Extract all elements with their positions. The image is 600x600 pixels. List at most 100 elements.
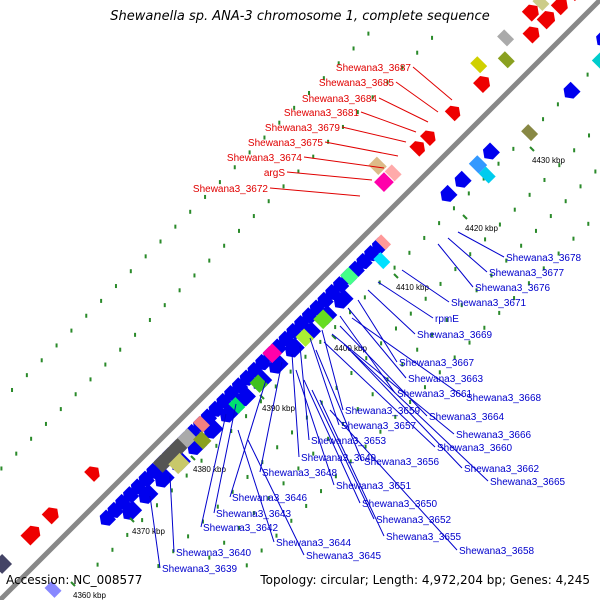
gc-dot (85, 313, 88, 318)
gene-label: Shewana3_3651 (336, 481, 412, 492)
scale-tick-label: 4370 kbp (132, 527, 165, 536)
gene-label: Shewana3_3658 (459, 546, 535, 557)
gc-dot (215, 443, 218, 448)
gc-dot (380, 341, 383, 346)
gc-dot (350, 371, 353, 376)
gc-dot (587, 221, 590, 226)
gc-dot (349, 459, 352, 464)
label-leader (229, 379, 267, 498)
gc-dot (155, 503, 158, 508)
gc-dot (409, 400, 412, 405)
gc-dot (445, 317, 448, 322)
scale-tick-label: 4380 kbp (193, 465, 226, 474)
scale-tick-label: 4420 kbp (465, 224, 498, 233)
scale-tick (190, 455, 196, 461)
gene-feature (482, 142, 500, 160)
gene-feature (375, 234, 392, 250)
gc-dot (218, 180, 221, 185)
gene-feature (371, 237, 389, 254)
gc-dot (59, 407, 62, 412)
gene-label: Shewana3_3657 (341, 421, 417, 432)
gc-dot (144, 254, 147, 259)
gene-feature (373, 252, 391, 270)
scale-tick (462, 214, 468, 220)
label-leader (367, 289, 416, 335)
gene-label: Shewana3_3644 (276, 538, 352, 549)
gc-dot (189, 209, 192, 214)
gc-dot (327, 139, 330, 144)
gc-dot (439, 281, 442, 286)
gc-dot (467, 191, 470, 196)
label-leaders (149, 66, 505, 569)
gc-dot (245, 414, 248, 419)
label-leader (303, 379, 361, 504)
gc-dot (259, 399, 262, 404)
gene-label: Shewana3_3678 (506, 253, 582, 264)
gene-label: Shewana3_3639 (162, 564, 238, 575)
gene-feature (522, 26, 540, 44)
gene-label: Shewana3_3684 (302, 94, 378, 105)
label-leader (331, 333, 455, 435)
gc-dot (312, 451, 315, 456)
gc-dot (520, 243, 523, 248)
gc-dot (129, 269, 132, 274)
gc-dot (363, 295, 366, 300)
label-leader (319, 399, 385, 537)
gc-dot (512, 146, 515, 151)
gc-dot (304, 354, 307, 359)
gene-label: Shewana3_3674 (227, 153, 303, 164)
gene-feature (550, 0, 568, 16)
gc-dot (352, 46, 355, 51)
gc-dot (356, 110, 359, 115)
gc-dot (308, 91, 311, 96)
gene-feature (99, 509, 116, 526)
gene-label: Shewana3_3660 (437, 443, 513, 454)
gc-dot (349, 310, 352, 315)
gc-dot (482, 176, 485, 181)
label-leader (200, 413, 227, 528)
gc-dot (40, 358, 43, 363)
scale-tick-label: 4360 kbp (73, 591, 106, 600)
gc-dot (96, 562, 99, 567)
gc-dot (431, 332, 434, 337)
gene-feature (591, 52, 600, 69)
gc-dot (527, 281, 530, 286)
gene-feature (262, 343, 283, 364)
gc-dot (371, 392, 374, 397)
gc-dot (208, 555, 211, 560)
label-leader (237, 429, 275, 543)
gc-dot (275, 533, 278, 538)
gc-dot (274, 384, 277, 389)
gene-label: Shewana3_3648 (262, 468, 338, 479)
gc-dot (497, 161, 500, 166)
label-leader (169, 475, 175, 553)
gene-label: Shewana3_3675 (248, 138, 324, 149)
gc-dot (475, 288, 478, 293)
gc-dot (237, 228, 240, 233)
gc-dot (386, 80, 389, 85)
gc-dot (337, 61, 340, 66)
gene-label: Shewana3_3676 (475, 283, 551, 294)
gene-label: Shewana3_3669 (417, 330, 493, 341)
label-leader (259, 361, 283, 473)
gene-feature (44, 580, 62, 598)
gc-dot (193, 273, 196, 278)
gene-label: Shewana3_3677 (489, 268, 565, 279)
gene-feature (236, 386, 256, 407)
gc-dot (579, 184, 582, 189)
scale-tick (70, 581, 76, 587)
gc-dot (438, 370, 441, 375)
gene-feature (255, 353, 272, 371)
gc-dot (134, 332, 137, 337)
gc-dot (431, 35, 434, 40)
gene-feature (41, 507, 59, 525)
gc-dot (163, 303, 166, 308)
gc-dot (335, 385, 338, 390)
gc-dot (572, 236, 575, 241)
gene-label: Shewana3_3650 (362, 499, 438, 510)
gc-dot (453, 355, 456, 360)
gc-dot (483, 325, 486, 330)
gene-feature (532, 0, 550, 11)
